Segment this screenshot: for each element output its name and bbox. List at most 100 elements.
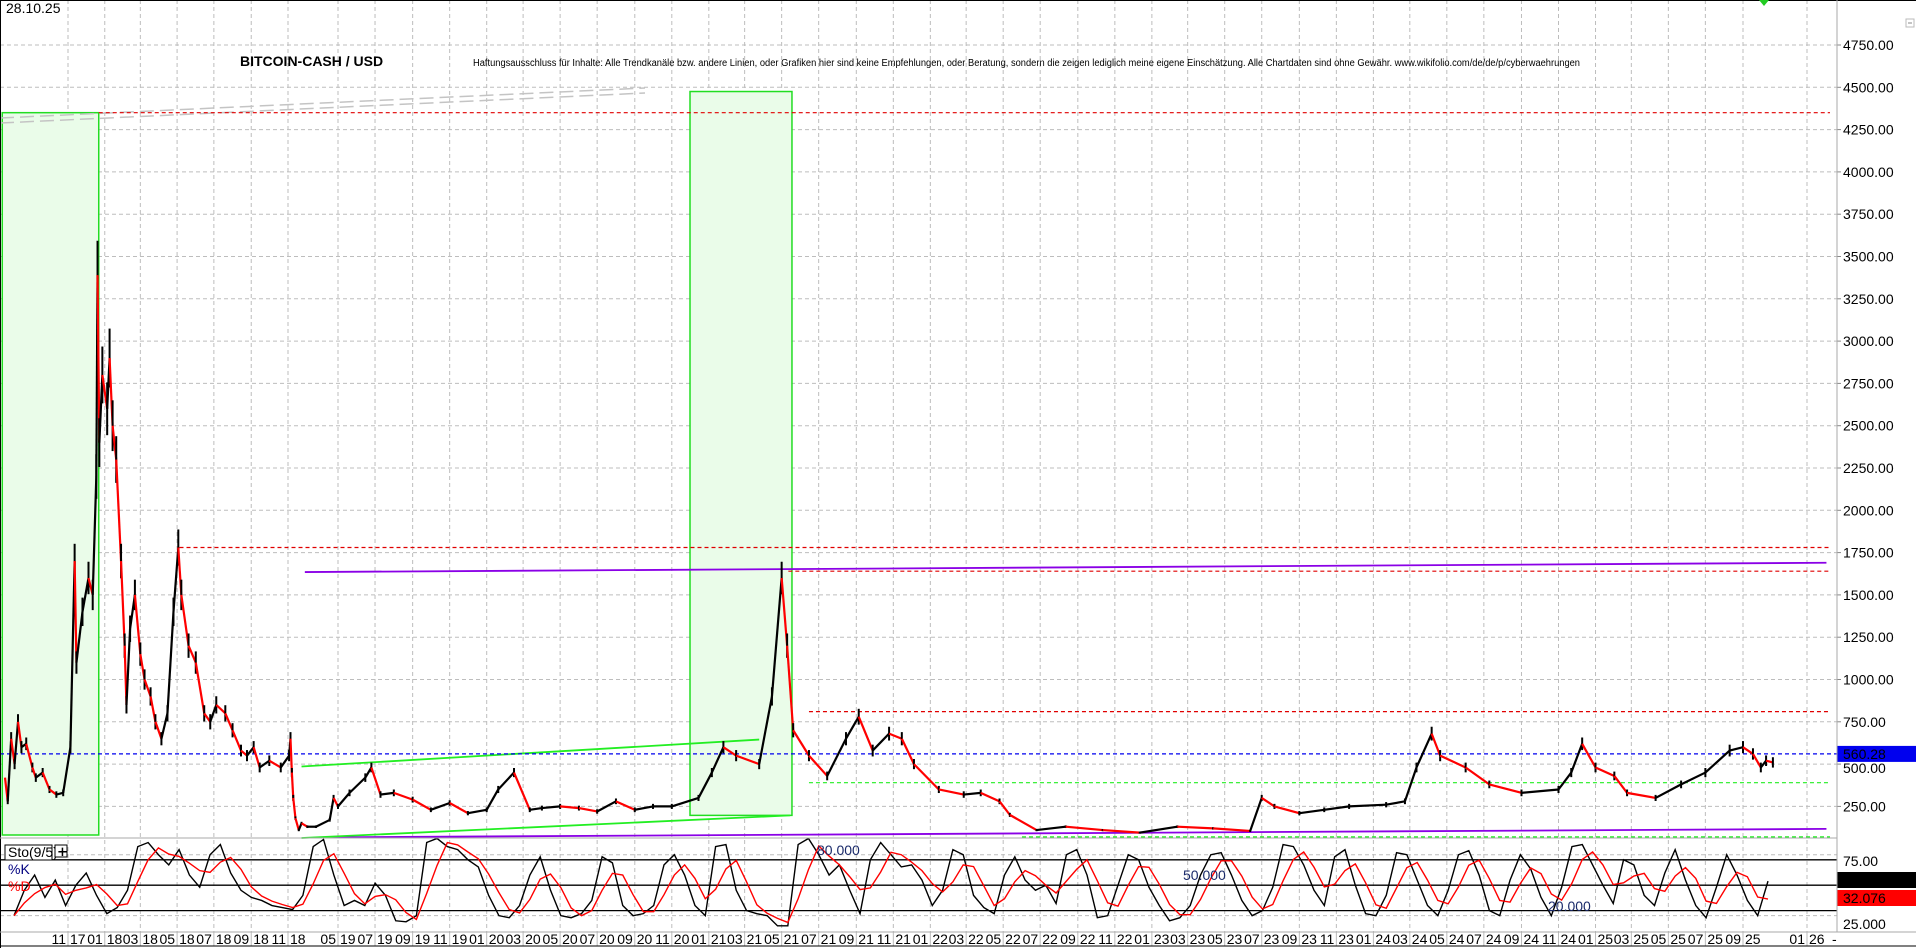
date-axis: 11 17 01 18 03 18 05 18 07 18 09 18 11 18 05 19 07 19 09 19…: [51, 931, 1837, 947]
price-segment: [224, 712, 234, 731]
price-segment: [710, 746, 725, 774]
price-segment: [512, 772, 531, 811]
date-tick-month: 03: [727, 931, 743, 947]
price-segment: [938, 788, 964, 796]
price-segment: [268, 759, 282, 769]
price-segment: [35, 771, 44, 779]
date-tick-year: 26: [1809, 931, 1825, 947]
price-segment: [1613, 775, 1628, 794]
date-tick-month: 09: [1282, 931, 1298, 947]
price-segment: [294, 817, 300, 831]
price-segment: [56, 791, 64, 796]
d-label: %D: [8, 878, 31, 894]
date-tick-year: 22: [1042, 931, 1058, 947]
price-segment: [467, 808, 487, 815]
level-label-50: 50.000: [1183, 867, 1226, 883]
date-tick-month: 11: [877, 931, 892, 947]
price-segment: [1385, 800, 1406, 806]
plus-icon: +: [57, 845, 68, 860]
price-segment: [1139, 825, 1178, 834]
date-tick-month: 05: [1429, 931, 1445, 947]
collapse-button[interactable]: [1905, 18, 1915, 28]
level-label-20: 20.000: [1548, 898, 1591, 914]
price-tick-label: 4750.00: [1843, 37, 1894, 53]
price-segment: [857, 716, 874, 751]
date-tick-month: 01: [1789, 931, 1805, 947]
date-tick-year: 18: [107, 931, 123, 947]
price-segment: [289, 738, 293, 773]
date-tick-month: 01: [1578, 931, 1594, 947]
price-segment: [1570, 743, 1584, 773]
price-segment: [485, 788, 500, 811]
date-tick-month: 01: [87, 931, 103, 947]
date-tick-year: 20: [562, 931, 578, 947]
price-segment: [166, 611, 175, 714]
date-tick-year: 22: [1080, 931, 1096, 947]
date-tick-year: 21: [858, 931, 874, 947]
add-indicator-button[interactable]: +: [54, 844, 68, 860]
date-tick-month: 09: [1725, 931, 1741, 947]
date-tick-month: 03: [506, 931, 522, 947]
price-segment: [758, 696, 774, 765]
price-segment: [81, 577, 90, 613]
date-tick-month: 09: [1060, 931, 1076, 947]
stoch-tick-label: 75.00: [1843, 853, 1878, 869]
date-tick-year: 23: [1227, 931, 1243, 947]
date-tick-month: 03: [949, 931, 965, 947]
date-tick-year: 19: [377, 931, 393, 947]
price-segment: [786, 645, 795, 731]
date-tick-year: 24: [1560, 931, 1576, 947]
indicator-label[interactable]: Sto(9/5): [4, 844, 58, 861]
price-segment: [62, 747, 72, 794]
date-tick-year: 21: [821, 931, 837, 947]
date-tick-year: 18: [290, 931, 306, 947]
price-segment: [1742, 746, 1754, 755]
price-segment: [119, 561, 126, 646]
price-tick-label: 4500.00: [1843, 79, 1894, 95]
date-tick-year: 25: [1707, 931, 1723, 947]
date-tick-month: 03: [1170, 931, 1186, 947]
price-segment: [449, 802, 469, 815]
level-lines: [0, 112, 1837, 839]
date-tick-year: 25: [1745, 931, 1761, 947]
price-segment: [25, 743, 34, 768]
date-tick-year: 20: [674, 931, 690, 947]
price-segment: [348, 776, 367, 794]
date-tick-month: 07: [1023, 931, 1039, 947]
date-tick-year: 24: [1412, 931, 1428, 947]
date-tick-month: 01: [1356, 931, 1372, 947]
price-segment: [1299, 808, 1325, 815]
date-tick-year: 17: [70, 931, 86, 947]
gray-trend-line: [0, 92, 646, 124]
date-tick-year: 24: [1375, 931, 1391, 947]
k-value-label: 53.50: [1843, 872, 1878, 888]
price-segment: [6, 738, 13, 802]
price-segment: [364, 766, 373, 779]
price-tick-label: 1250.00: [1843, 629, 1894, 645]
price-segment: [279, 755, 291, 769]
date-tick-month: 07: [1466, 931, 1482, 947]
price-tick-label: 2250.00: [1843, 460, 1894, 476]
price-segment: [370, 767, 382, 795]
k-label: %K: [8, 861, 30, 877]
price-segment: [792, 729, 810, 757]
price-segment: [412, 798, 432, 811]
price-segment: [808, 754, 828, 777]
price-segment: [871, 732, 890, 752]
date-tick-month: 09: [234, 931, 250, 947]
marker-triangle-icon: [1759, 0, 1769, 6]
price-segment: [292, 797, 297, 819]
channel-line: [321, 828, 1827, 839]
current-price-badge: [1837, 745, 1916, 762]
date-tick-month: 01: [913, 931, 929, 947]
price-segment: [980, 791, 1000, 803]
date-tick-year: 23: [1338, 931, 1354, 947]
price-segment: [1752, 753, 1762, 769]
price-segment: [596, 800, 617, 813]
price-segment: [578, 807, 598, 813]
date-tick-month: 09: [839, 931, 855, 947]
price-segment: [1261, 797, 1276, 808]
date-tick-year: 18: [142, 931, 158, 947]
